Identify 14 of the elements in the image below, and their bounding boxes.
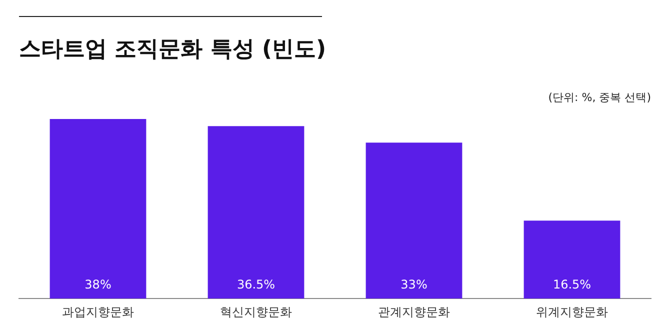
data-label: 36.5%: [236, 278, 276, 292]
x-tick-label: 과업지향문화: [62, 304, 134, 319]
bar: [524, 220, 620, 299]
x-tick-label: 혁신지향문화: [220, 304, 292, 319]
data-label: 33%: [400, 278, 428, 292]
bar: [366, 142, 462, 299]
x-tick-label: 위계지향문화: [536, 304, 608, 319]
text: (단위: %, 중복 선택): [548, 90, 651, 105]
bar: [208, 126, 304, 299]
x-tick-label: 관계지향문화: [378, 304, 450, 319]
data-label: 38%: [84, 278, 112, 292]
chart-title: 스타트업 조직문화 특성 (빈도): [19, 36, 326, 64]
data-label: 16.5%: [552, 278, 592, 292]
bar: [50, 119, 146, 299]
